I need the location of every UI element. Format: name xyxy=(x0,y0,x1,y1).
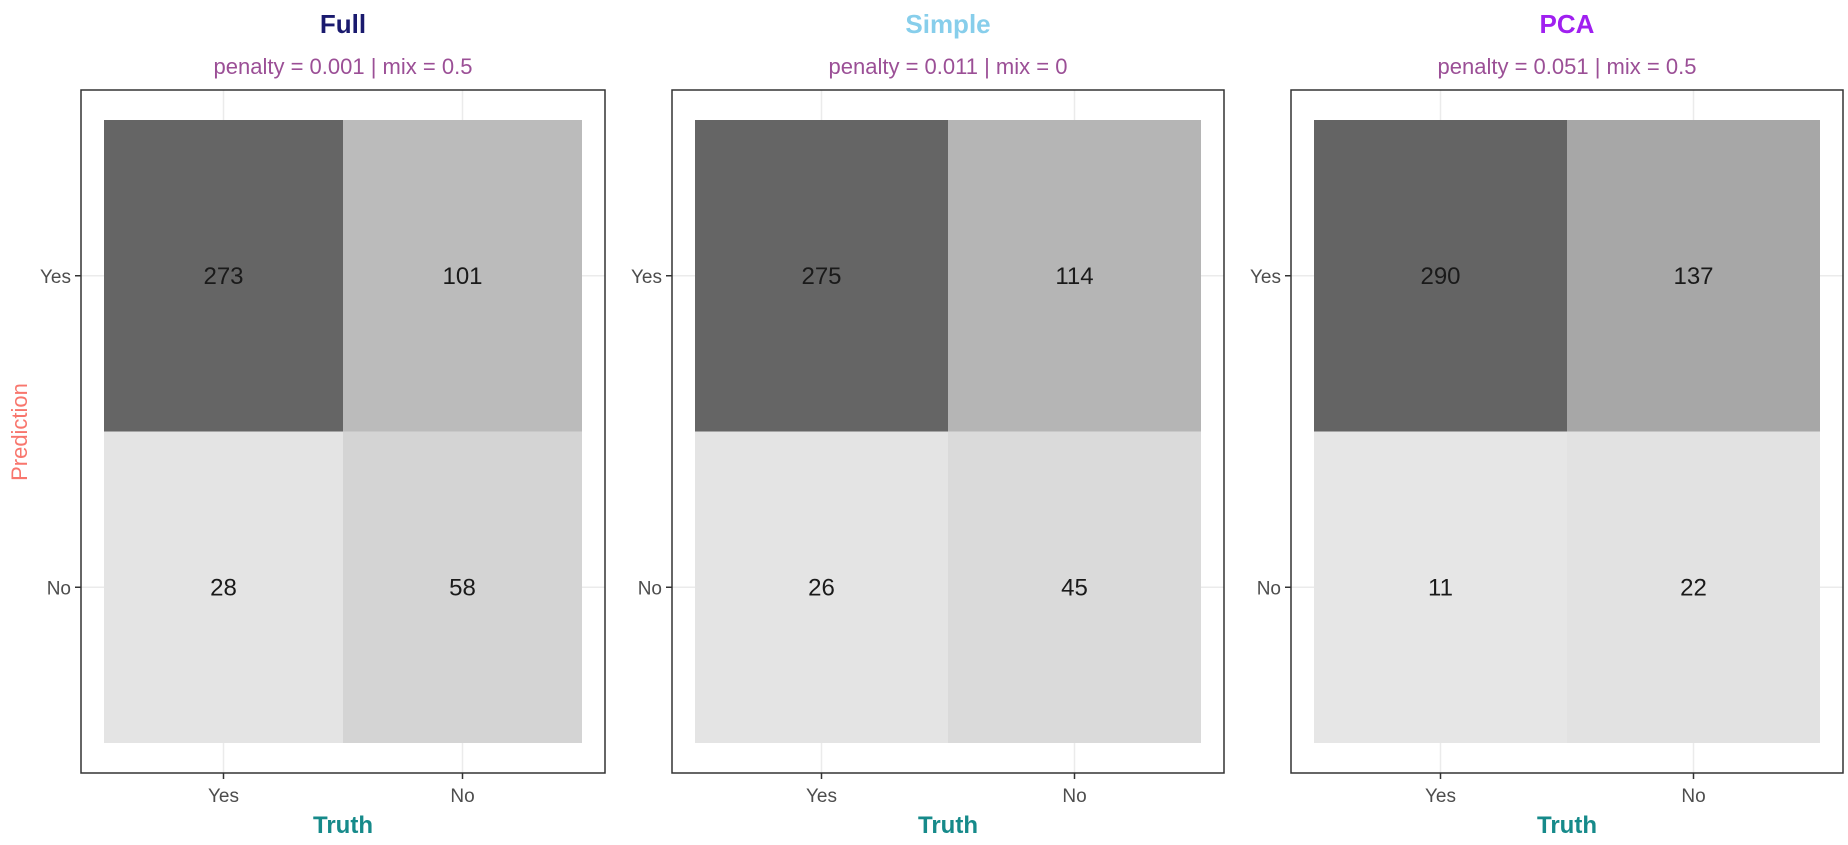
x-tick-label: No xyxy=(450,786,474,807)
cell-value-label: 137 xyxy=(1673,263,1713,290)
tile-yes-no xyxy=(1567,120,1820,432)
panel-full: 273 101 28 58 Yes No Yes No Full penalty = 0.001 … xyxy=(40,9,606,839)
tile-no-yes xyxy=(1314,431,1567,743)
x-tick-label: Yes xyxy=(208,786,239,807)
panel-border xyxy=(80,89,606,774)
cell-value-label: 11 xyxy=(1428,574,1453,601)
panel-title: Full xyxy=(320,9,366,39)
panel-border xyxy=(671,89,1225,774)
x-axis-title: Truth xyxy=(313,812,373,839)
x-tick-label: Yes xyxy=(1425,786,1456,807)
cell-value-label: 275 xyxy=(801,263,841,290)
tile-no-no xyxy=(343,431,582,743)
panel-subtitle: penalty = 0.051 | mix = 0.5 xyxy=(1438,54,1697,79)
panel-title: Simple xyxy=(905,9,990,39)
tile-yes-yes xyxy=(104,120,343,432)
cell-value-label: 26 xyxy=(808,574,835,601)
y-tick-label: Yes xyxy=(631,267,662,288)
tile-no-yes xyxy=(104,431,343,743)
y-tick-label: No xyxy=(1257,578,1281,599)
tile-no-no xyxy=(948,431,1201,743)
y-tick-label: No xyxy=(638,578,662,599)
x-tick-label: No xyxy=(1681,786,1705,807)
cell-value-label: 28 xyxy=(210,574,237,601)
x-tick-label: No xyxy=(1062,786,1086,807)
panel-pca: 290 137 11 22 Yes No Yes No PCA penalty = 0.051 |… xyxy=(1250,9,1844,839)
panel-border xyxy=(1290,89,1844,774)
x-tick-label: Yes xyxy=(806,786,837,807)
tile-no-yes xyxy=(695,431,948,743)
cell-value-label: 45 xyxy=(1061,574,1088,601)
panel-subtitle: penalty = 0.001 | mix = 0.5 xyxy=(214,54,473,79)
cell-value-label: 273 xyxy=(203,263,243,290)
tile-yes-no xyxy=(948,120,1201,432)
y-tick-label: Yes xyxy=(40,267,71,288)
y-tick-label: Yes xyxy=(1250,267,1281,288)
tile-no-no xyxy=(1567,431,1820,743)
tile-yes-no xyxy=(343,120,582,432)
panel-subtitle: penalty = 0.011 | mix = 0 xyxy=(829,54,1068,79)
cell-value-label: 114 xyxy=(1055,263,1093,290)
panel-title: PCA xyxy=(1540,9,1595,39)
tile-yes-yes xyxy=(1314,120,1567,432)
panel-simple: 275 114 26 45 Yes No Yes No Simple penalty = 0.01… xyxy=(631,9,1225,839)
x-axis-title: Truth xyxy=(918,812,978,839)
cell-value-label: 101 xyxy=(442,263,482,290)
panels: 273 101 28 58 Yes No Yes No Full penalty = 0.001 … xyxy=(40,9,1844,839)
y-axis-title: Prediction xyxy=(7,383,32,481)
cell-value-label: 58 xyxy=(449,574,476,601)
x-axis-title: Truth xyxy=(1537,812,1597,839)
y-tick-label: No xyxy=(47,578,71,599)
cell-value-label: 22 xyxy=(1680,574,1707,601)
cell-value-label: 290 xyxy=(1420,263,1460,290)
tile-yes-yes xyxy=(695,120,948,432)
